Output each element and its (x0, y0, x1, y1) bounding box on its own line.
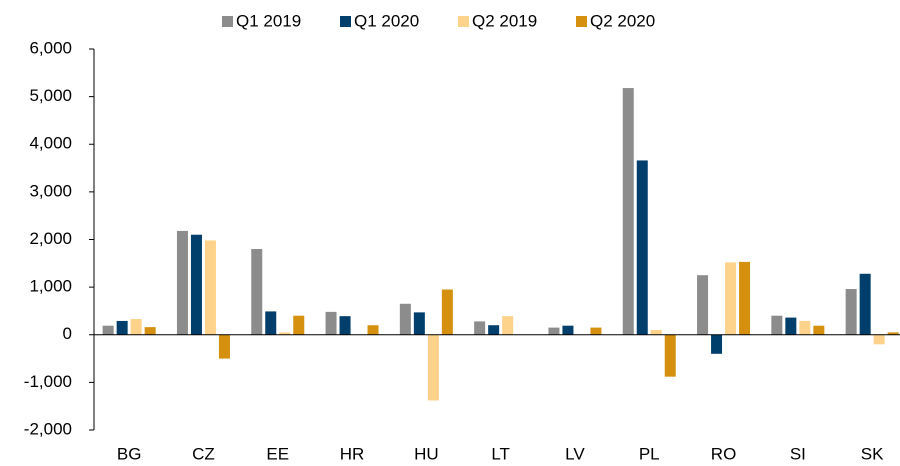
y-tick-label: 1,000 (29, 277, 72, 296)
legend-label: Q1 2019 (236, 11, 301, 30)
bar (650, 329, 662, 335)
bar (130, 319, 142, 335)
bar (325, 311, 337, 335)
y-tick-label: 2,000 (29, 229, 72, 248)
y-tick-label: 6,000 (29, 38, 72, 57)
x-tick-label: LV (565, 444, 585, 463)
bar (636, 160, 648, 335)
y-tick-label: 5,000 (29, 86, 72, 105)
x-tick-label: SI (790, 444, 806, 463)
x-tick-label: PL (639, 444, 660, 463)
legend-label: Q2 2020 (590, 11, 655, 30)
y-tick-label: 0 (63, 324, 72, 343)
bar (771, 315, 783, 335)
bar (622, 88, 634, 335)
x-tick-label: HU (414, 444, 439, 463)
bar (813, 325, 825, 335)
bar (116, 320, 128, 335)
bar (488, 325, 500, 335)
bar (785, 317, 797, 335)
x-tick-label: EE (266, 444, 289, 463)
y-tick-label: -2,000 (24, 419, 72, 438)
x-tick-label: CZ (192, 444, 215, 463)
bar (218, 334, 230, 359)
bar (102, 325, 114, 335)
bar (711, 334, 723, 354)
bar (339, 316, 351, 335)
bar (664, 334, 676, 377)
bar (427, 334, 439, 401)
bar (845, 289, 857, 335)
bar (502, 316, 514, 335)
x-tick-label: BG (117, 444, 142, 463)
y-tick-label: 4,000 (29, 134, 72, 153)
bar (265, 311, 277, 335)
bar (697, 275, 709, 335)
bar (190, 234, 202, 335)
bar (204, 240, 216, 335)
legend-label: Q1 2020 (354, 11, 419, 30)
bar (799, 320, 811, 335)
bar (873, 334, 885, 345)
bar (413, 312, 425, 335)
bar (548, 327, 560, 335)
bar (562, 325, 574, 335)
bar (474, 321, 486, 335)
bar (176, 230, 188, 335)
bar (293, 315, 305, 335)
legend-swatch (458, 16, 469, 27)
bar (887, 332, 899, 335)
x-tick-label: LT (491, 444, 510, 463)
bar (279, 332, 291, 335)
bar (725, 262, 737, 335)
bar (144, 327, 156, 335)
bar (590, 327, 602, 335)
legend-swatch (340, 16, 351, 27)
y-tick-label: 3,000 (29, 181, 72, 200)
legend-swatch (222, 16, 233, 27)
legend-swatch (576, 16, 587, 27)
x-tick-label: HR (340, 444, 365, 463)
bar (739, 261, 751, 335)
bar (399, 303, 411, 335)
bar (251, 249, 263, 335)
x-tick-label: SK (861, 444, 884, 463)
bar (367, 325, 379, 335)
bar (441, 289, 453, 335)
legend-label: Q2 2019 (472, 11, 537, 30)
x-tick-label: RO (711, 444, 737, 463)
y-tick-label: -1,000 (24, 372, 72, 391)
bar (859, 273, 871, 335)
